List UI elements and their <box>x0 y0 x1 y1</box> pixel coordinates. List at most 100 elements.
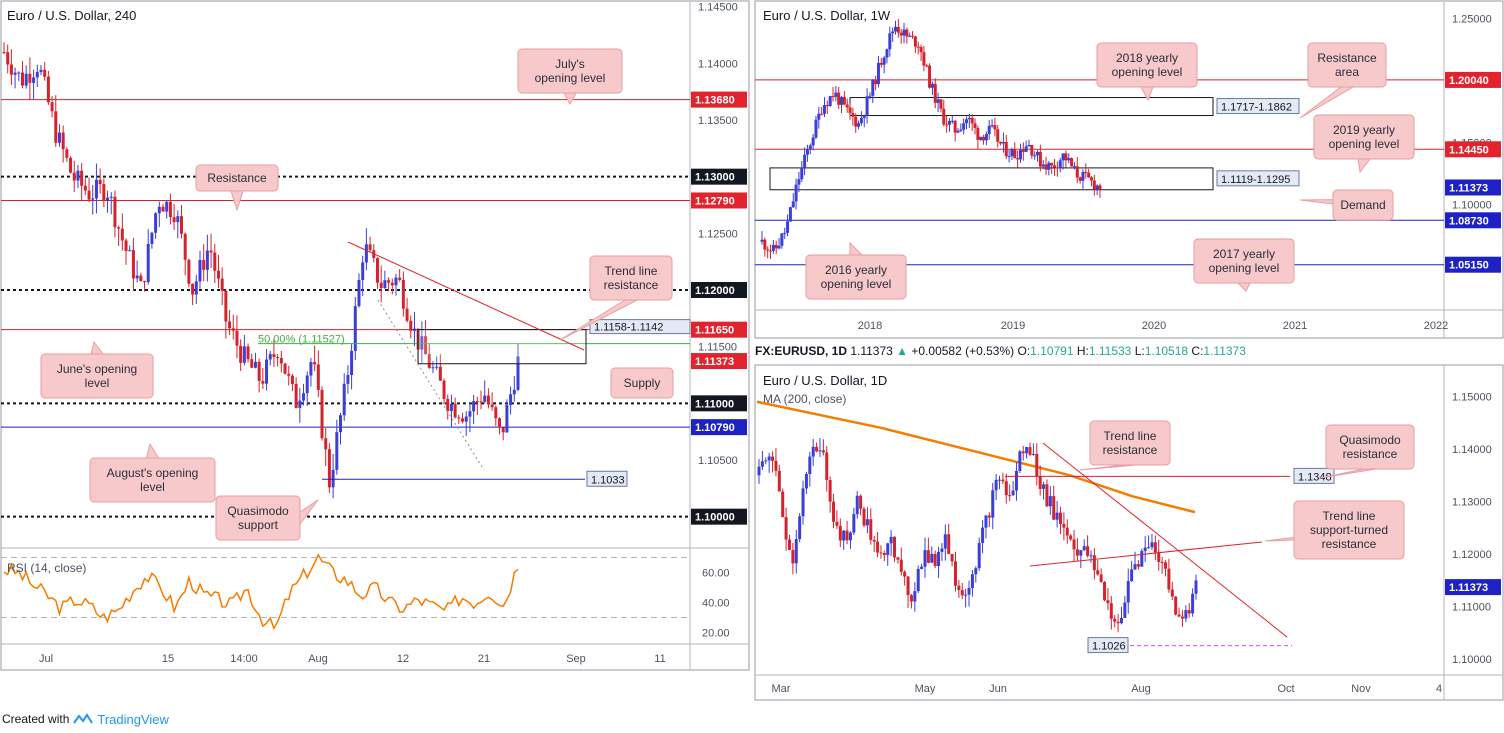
d1-candle <box>943 534 947 549</box>
h4-candle <box>472 401 476 412</box>
w1-candle <box>1044 164 1048 170</box>
h4-candle <box>209 250 213 253</box>
h4-trend-line <box>347 241 585 351</box>
h4-callout-august-box <box>89 457 216 503</box>
d1-candle <box>882 553 886 556</box>
w1-callout-2019-text: opening level <box>1329 137 1400 151</box>
h4-candle <box>498 418 502 428</box>
h4-candle <box>76 170 80 181</box>
w1-zone-tag-box <box>1216 170 1300 187</box>
h4-candle <box>50 102 54 112</box>
h4-callout-august-text: August's opening <box>107 466 199 480</box>
h4-time-tick: 11 <box>654 653 665 665</box>
w1-candle <box>879 62 883 65</box>
d1-candle <box>916 568 920 592</box>
d1-candle <box>1113 618 1117 622</box>
quote-c-label: C: <box>1191 344 1203 358</box>
h4-level-label: 1.11000 <box>695 398 734 410</box>
h4-candle <box>449 403 453 411</box>
d1-candle <box>1177 614 1181 617</box>
d1-candle <box>798 516 802 540</box>
h4-candle <box>261 380 265 384</box>
quote-o: 1.10791 <box>1030 344 1077 358</box>
d1-candle <box>1143 547 1147 552</box>
h4-rsi-line <box>3 553 519 631</box>
d1-candle <box>1065 527 1069 536</box>
d1-candle <box>859 495 863 509</box>
d1-candle <box>804 473 808 489</box>
w1-candle <box>1013 149 1017 159</box>
w1-zone-tag-box <box>1216 98 1300 115</box>
w1-candle <box>828 96 832 107</box>
w1-candle <box>1036 151 1040 156</box>
w1-callout-2016-text: 2016 yearly <box>825 263 887 277</box>
h4-rsi-tick: 60.00 <box>702 568 730 580</box>
h4-candle <box>387 280 391 283</box>
w1-candle <box>956 130 960 133</box>
quote-o-label: O: <box>1017 344 1030 358</box>
h4-candle <box>202 259 206 270</box>
d1-candle <box>933 553 937 567</box>
h4-callout-resistance-box <box>195 164 279 192</box>
d1-price-tick: 1.15000 <box>1452 392 1492 404</box>
d1-candle <box>1028 447 1032 455</box>
w1-candle <box>834 92 838 97</box>
d1-title: Euro / U.S. Dollar, 1D <box>763 373 887 388</box>
d1-candle <box>865 519 869 526</box>
d1-candle <box>1082 546 1086 551</box>
quote-up-arrow-icon: ▲ <box>896 344 911 358</box>
footer-brand[interactable]: TradingView <box>97 711 169 727</box>
h4-candle <box>335 432 339 470</box>
d1-candle <box>1058 512 1062 524</box>
h4-price-tick: 1.14000 <box>698 58 738 70</box>
d1-candle <box>1170 589 1174 597</box>
quote-c: 1.11373 <box>1203 344 1246 358</box>
w1-time-tick: 2020 <box>1142 320 1166 332</box>
d1-price-tick: 1.12000 <box>1452 549 1492 561</box>
d1-candle <box>1069 535 1073 540</box>
w1-level-label: 1.08730 <box>1449 215 1489 227</box>
d1-candle <box>1025 447 1029 454</box>
d1-candle <box>896 557 900 560</box>
d1-candle <box>808 456 812 474</box>
d1-candle <box>913 591 917 602</box>
w1-candle <box>922 52 926 66</box>
d1-candle <box>1194 580 1198 594</box>
w1-candle <box>857 123 861 127</box>
h4-level-label-bg <box>691 419 747 436</box>
d1-candle <box>967 587 971 595</box>
w1-candle <box>1018 149 1022 160</box>
d1-candle <box>964 594 968 596</box>
w1-candle <box>891 31 895 34</box>
w1-candle <box>1092 180 1096 190</box>
d1-current-price-label: 1.11373 <box>1449 582 1488 594</box>
w1-candle <box>984 134 988 141</box>
quote-bar: FX:EURUSD, 1D 1.11373 ▲ +0.00582 (+0.53%… <box>755 344 1246 358</box>
d1-candle <box>1011 490 1015 496</box>
d1-candle <box>926 550 930 563</box>
d1-price-tick: 1.11000 <box>1452 602 1491 614</box>
h4-candle <box>113 196 117 228</box>
h4-candle <box>420 336 424 350</box>
d1-candle <box>845 530 849 541</box>
h4-candle <box>57 132 61 143</box>
d1-candle <box>1062 523 1066 528</box>
d1-candle <box>818 450 822 452</box>
d1-candle <box>1008 495 1012 497</box>
h4-level-label: 1.10000 <box>695 512 735 524</box>
d1-time-tick: Mar <box>772 683 791 695</box>
d1-candle <box>987 515 991 518</box>
d1-candle <box>825 452 829 481</box>
d1-candle <box>893 536 897 558</box>
w1-candle <box>840 97 844 105</box>
h4-candle <box>313 362 317 365</box>
d1-candle <box>1086 546 1090 556</box>
w1-price-tick: 1.25000 <box>1452 13 1492 25</box>
h4-candle <box>250 359 254 368</box>
w1-callout-2017-box <box>1193 238 1295 284</box>
h4-candle <box>427 354 431 368</box>
h4-candle <box>486 395 490 405</box>
w1-candle <box>1078 177 1082 181</box>
